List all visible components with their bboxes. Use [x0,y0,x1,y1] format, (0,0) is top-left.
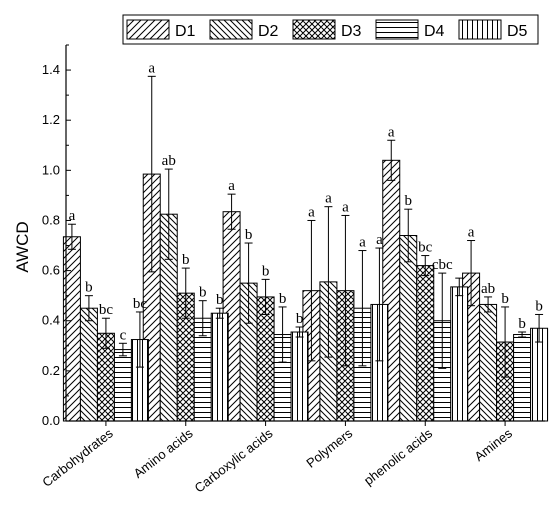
bar-d2-0 [79,307,98,422]
y-tick-label-5: 1.0 [42,162,60,177]
significance-label-d2-5: ab [481,281,495,297]
significance-label-d2-3: a [325,191,332,207]
y-tick-label-0: 0.0 [42,413,60,428]
significance-label-d4-1: b [199,285,207,301]
significance-label-d4-3: a [359,235,366,251]
bar-d4-0 [113,349,132,422]
y-tick-label-7: 1.4 [42,62,60,77]
legend-swatch-d3 [292,19,336,40]
x-tick-label-4: phenolic acids [361,425,436,488]
significance-label-d4-4: cbc [432,257,453,273]
y-axis-title: AWCD [13,221,32,272]
significance-label-d5-0: bc [133,296,148,312]
legend-label-d4: D4 [424,23,445,40]
significance-label-d3-3: a [342,199,349,215]
bar-d4-5 [513,334,532,422]
significance-label-d1-0: a [69,208,76,224]
legend-label-d3: D3 [341,23,362,40]
x-tick-label-0: Carbohydrates [39,425,116,490]
legend-swatch-d4 [375,19,419,40]
significance-label-d2-4: b [405,193,413,209]
y-tick-label-6: 1.2 [42,112,60,127]
significance-label-d1-2: a [228,178,235,194]
significance-label-d4-2: b [279,291,287,307]
x-tick-label-1: Amino acids [131,425,196,481]
y-tick-label-2: 0.4 [42,313,60,328]
bars-layer [62,159,549,422]
legend: D1 D2 D3 D4 D5 [122,14,539,45]
significance-label-d1-1: a [148,60,155,76]
significance-label-d5-5: b [535,298,543,314]
bar-d3-4 [416,265,435,422]
significance-label-d2-2: b [245,227,253,243]
significance-label-d4-0: c [120,327,127,343]
significance-label-d2-0: b [85,280,93,296]
legend-label-d1: D1 [175,23,196,40]
x-tick-label-5: Amines [472,425,516,464]
significance-label-d3-0: bc [99,302,114,318]
y-tick-label-1: 0.2 [42,363,60,378]
significance-label-d3-4: bc [418,240,433,256]
significance-label-d3-5: b [501,291,509,307]
bar-d2-5 [479,303,498,422]
bar-d2-4 [399,235,418,422]
legend-label-d5: D5 [507,23,528,40]
legend-swatch-d5 [458,19,502,40]
x-tick-label-2: Carboxylic acids [192,425,276,495]
legend-swatch-d2 [209,19,253,40]
y-tick-label-4: 0.8 [42,212,60,227]
significance-label-d1-4: a [388,124,395,140]
axes-layer: 0.0 0.2 0.4 0.6 0.8 1.0 1.2 1.4 Carbohydrates Ami… [39,44,545,496]
significance-label-d2-1: ab [162,153,176,169]
significance-label-d3-2: b [262,263,270,279]
significance-label-d4-5: b [518,316,526,332]
y-tick-label-3: 0.6 [42,263,60,278]
x-tick-label-3: Polymers [303,425,355,470]
significance-label-d3-1: b [182,252,190,268]
error-bars-layer [67,75,544,378]
bar-d5-1 [210,312,229,422]
bar-d5-4 [450,286,469,422]
significance-label-d5-1: b [216,292,224,308]
legend-swatch-d1 [126,19,170,40]
bar-d5-2 [290,331,309,422]
significance-label-d5-3: a [376,232,383,248]
significance-label-d1-3: a [308,204,315,220]
significance-label-d5-2: b [296,311,304,327]
significance-label-d1-5: a [468,225,475,241]
bar-d3-2 [256,296,275,422]
legend-label-d2: D2 [258,23,279,40]
